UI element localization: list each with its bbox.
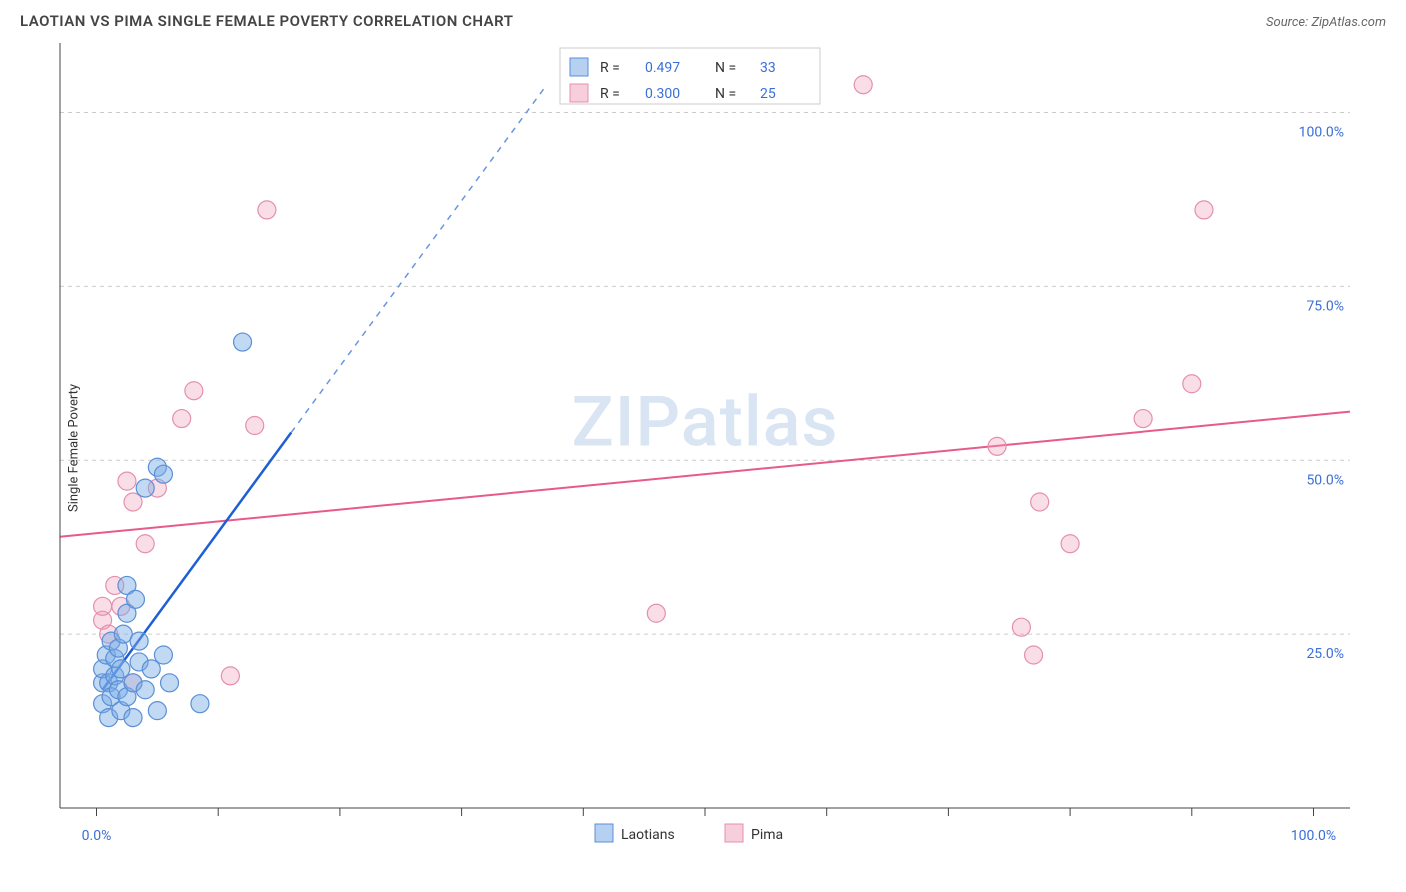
source-prefix: Source: xyxy=(1266,15,1311,30)
data-point-laotians xyxy=(126,590,144,608)
legend-swatch xyxy=(570,84,588,102)
chart-title: LAOTIAN VS PIMA SINGLE FEMALE POVERTY CO… xyxy=(20,12,513,30)
legend-n-label: N = xyxy=(715,86,736,102)
data-point-pima xyxy=(246,417,264,435)
data-point-pima xyxy=(221,667,239,685)
data-point-laotians xyxy=(130,632,148,650)
trend-line-laotians xyxy=(103,432,292,689)
y-tick-label: 50.0% xyxy=(1306,472,1344,488)
legend-r-value: 0.497 xyxy=(645,60,680,76)
x-tick-label: 100.0% xyxy=(1291,828,1336,844)
legend-n-value: 25 xyxy=(760,86,776,102)
chart-container: Single Female Poverty 25.0% 50.0% 75.0% 100… xyxy=(20,38,1386,858)
data-point-pima xyxy=(1183,375,1201,393)
watermark: ZIPatlas xyxy=(572,382,839,464)
x-tick-label: 0.0% xyxy=(82,828,112,844)
source-name: ZipAtlas.com xyxy=(1311,15,1386,30)
data-point-laotians xyxy=(136,479,154,497)
chart-source: Source: ZipAtlas.com xyxy=(1266,15,1386,30)
chart-header: LAOTIAN VS PIMA SINGLE FEMALE POVERTY CO… xyxy=(20,12,1386,30)
data-point-pima xyxy=(1012,618,1030,636)
data-point-laotians xyxy=(148,702,166,720)
legend-label: Pima xyxy=(751,827,783,843)
scatter-chart: 25.0% 50.0% 75.0% 100.0% ZIPatlas 0.0% 100.0% R… xyxy=(20,38,1386,878)
data-point-pima xyxy=(1061,535,1079,553)
stats-legend-box xyxy=(560,48,820,104)
data-point-pima xyxy=(1134,410,1152,428)
data-point-pima xyxy=(1025,646,1043,664)
legend-label: Laotians xyxy=(621,827,675,843)
data-point-laotians xyxy=(154,465,172,483)
y-axis-label: Single Female Poverty xyxy=(67,384,82,512)
y-tick-label: 25.0% xyxy=(1306,646,1344,662)
data-point-laotians xyxy=(112,660,130,678)
data-point-pima xyxy=(136,535,154,553)
data-point-laotians xyxy=(142,660,160,678)
trend-line-laotians-extrapolated xyxy=(291,85,547,433)
data-point-pima xyxy=(258,201,276,219)
legend-swatch xyxy=(595,824,613,842)
data-point-pima xyxy=(647,604,665,622)
data-point-pima xyxy=(1031,493,1049,511)
legend-r-label: R = xyxy=(600,86,620,102)
y-tick-label: 100.0% xyxy=(1299,125,1344,141)
data-point-laotians xyxy=(161,674,179,692)
data-point-pima xyxy=(118,472,136,490)
legend-swatch xyxy=(725,824,743,842)
data-point-laotians xyxy=(234,333,252,351)
data-point-laotians xyxy=(154,646,172,664)
data-point-pima xyxy=(988,437,1006,455)
data-point-pima xyxy=(124,493,142,511)
data-point-pima xyxy=(173,410,191,428)
y-tick-label: 75.0% xyxy=(1306,298,1344,314)
legend-n-label: N = xyxy=(715,60,736,76)
data-point-pima xyxy=(94,597,112,615)
data-point-pima xyxy=(1195,201,1213,219)
data-point-laotians xyxy=(191,695,209,713)
data-point-laotians xyxy=(136,681,154,699)
legend-r-value: 0.300 xyxy=(645,86,680,102)
legend-n-value: 33 xyxy=(760,60,776,76)
legend-r-label: R = xyxy=(600,60,620,76)
data-point-pima xyxy=(854,76,872,94)
data-point-pima xyxy=(185,382,203,400)
data-point-laotians xyxy=(124,709,142,727)
legend-swatch xyxy=(570,58,588,76)
